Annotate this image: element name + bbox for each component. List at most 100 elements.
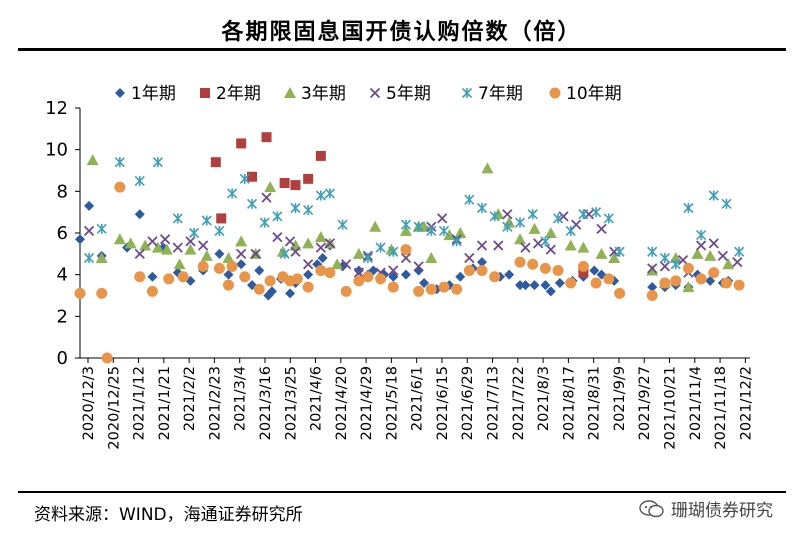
legend-marker-square (200, 88, 210, 98)
data-point-x (695, 240, 707, 251)
legend-label: 3年期 (301, 84, 346, 104)
data-point-triangle (577, 241, 590, 253)
legend-label: 1年期 (131, 84, 176, 104)
x-tick-label: 2021/12/2 (738, 366, 754, 440)
data-point-circle (324, 267, 336, 279)
x-tick-label: 2021/4/6 (309, 366, 325, 431)
data-point-diamond (589, 265, 600, 276)
data-point-x (185, 236, 196, 247)
data-point-circle (239, 271, 251, 283)
x-tick-label: 2021/4/29 (359, 366, 375, 440)
data-point-x (315, 242, 326, 253)
watermark: 珊瑚债券研究 (639, 496, 773, 521)
data-point-square (578, 267, 589, 278)
data-point-asterisk (540, 236, 551, 247)
data-point-x (341, 259, 352, 270)
data-point-circle (670, 275, 682, 287)
data-point-asterisk (114, 157, 125, 168)
data-point-diamond (254, 265, 265, 276)
legend-marker-asterisk (461, 87, 473, 99)
y-tick-label: 0 (57, 348, 68, 369)
data-point-asterisk (438, 225, 450, 236)
data-point-asterisk (426, 225, 437, 236)
data-point-triangle (544, 227, 557, 238)
data-point-triangle (235, 235, 248, 247)
y-tick-label: 12 (45, 98, 68, 119)
data-point-circle (146, 285, 158, 297)
source-note: 资料来源：WIND，海通证券研究所 (34, 505, 303, 525)
data-point-circle (226, 260, 238, 272)
data-point-x (303, 259, 314, 270)
data-point-circle (400, 244, 412, 256)
data-point-circle (134, 271, 146, 283)
data-point-x (172, 242, 183, 253)
data-point-asterisk (96, 223, 107, 234)
data-point-asterisk (83, 252, 95, 264)
data-point-circle (315, 265, 327, 276)
data-point-asterisk (647, 246, 658, 257)
data-point-x (677, 254, 689, 266)
legend-label: 5年期 (386, 84, 431, 104)
data-point-triangle (86, 154, 99, 166)
data-point-triangle (151, 241, 164, 253)
data-point-triangle (184, 243, 197, 255)
x-tick-label: 2021/8/31 (587, 366, 603, 440)
data-point-diamond (147, 271, 158, 282)
x-tick-label: 2021/11/18 (713, 366, 729, 450)
data-point-diamond (317, 253, 328, 263)
data-point-triangle (173, 258, 186, 270)
legend-marker-diamond (115, 88, 125, 98)
data-point-circle (527, 258, 539, 270)
data-point-diamond (504, 269, 515, 280)
data-point-circle (659, 277, 671, 289)
data-point-circle (603, 273, 615, 285)
data-point-asterisk (683, 202, 694, 214)
data-point-x (520, 242, 531, 253)
y-tick-label: 8 (57, 181, 68, 202)
data-point-triangle (682, 281, 695, 293)
x-tick-label: 2021/5/18 (384, 366, 400, 440)
data-point-asterisk (614, 246, 625, 257)
x-tick-label: 2021/9/9 (612, 366, 628, 431)
data-point-x (261, 192, 272, 203)
data-point-triangle (314, 231, 327, 243)
chart-title: 各期限固息国开债认购倍数（倍） (221, 20, 582, 45)
data-point-diamond (529, 280, 540, 291)
data-point-diamond (236, 259, 247, 270)
data-point-circle (101, 352, 113, 364)
data-point-circle (425, 283, 437, 295)
data-point-diamond (545, 286, 556, 297)
data-point-circle (291, 273, 303, 285)
data-point-circle (353, 275, 365, 287)
data-point-asterisk (451, 236, 462, 247)
data-point-asterisk (413, 221, 424, 232)
data-point-x (476, 240, 488, 251)
data-point-asterisk (375, 242, 386, 253)
data-point-circle (264, 275, 276, 287)
data-point-circle (463, 265, 475, 276)
data-point-diamond (75, 234, 85, 245)
data-point-x (596, 223, 607, 234)
data-point-square (303, 173, 314, 184)
data-point-triangle (514, 233, 527, 245)
data-point-diamond (647, 282, 658, 293)
data-point-x (437, 213, 448, 224)
data-point-asterisk (362, 252, 373, 264)
data-point-triangle (95, 252, 108, 263)
data-point-triangle (425, 252, 438, 263)
data-point-x (147, 236, 158, 247)
data-point-triangle (646, 264, 659, 276)
x-tick-label: 2021/8/17 (561, 366, 577, 440)
legend-label: 2年期 (216, 84, 261, 104)
x-tick-label: 2021/6/29 (460, 366, 476, 440)
data-point-triangle (331, 258, 344, 270)
data-point-x (197, 240, 209, 251)
data-point-asterisk (721, 198, 732, 209)
data-point-x (493, 240, 504, 251)
data-point-x (400, 252, 412, 264)
data-point-asterisk (476, 202, 488, 214)
data-point-square (236, 138, 247, 149)
data-point-triangle (454, 227, 467, 238)
data-point-square (261, 132, 272, 143)
data-point-diamond (134, 209, 145, 220)
